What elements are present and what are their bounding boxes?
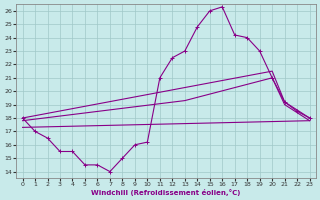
X-axis label: Windchill (Refroidissement éolien,°C): Windchill (Refroidissement éolien,°C) (92, 189, 241, 196)
